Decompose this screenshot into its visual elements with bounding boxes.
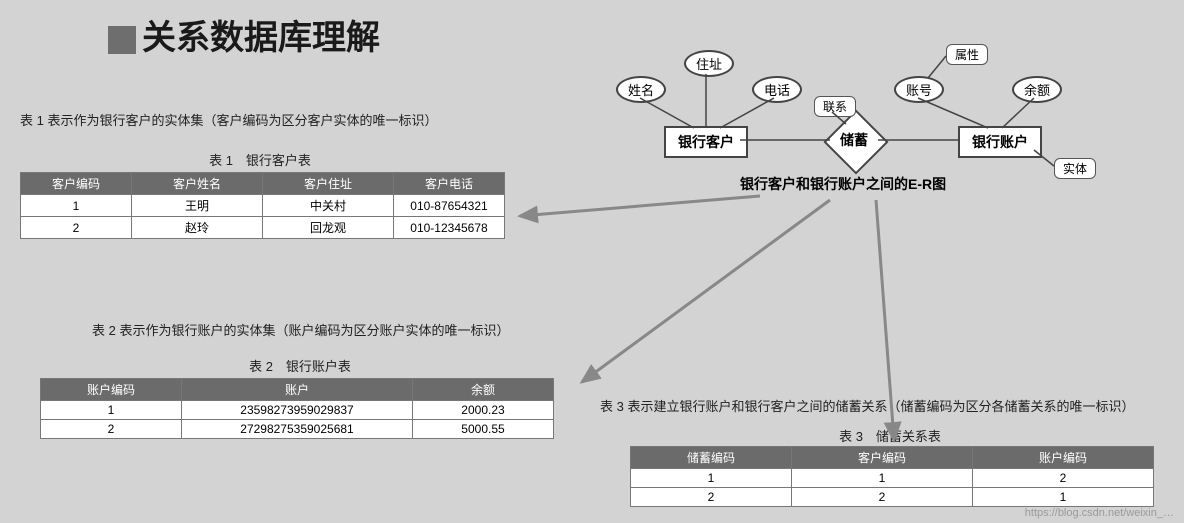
table-header: 客户住址 bbox=[263, 173, 394, 195]
table1: 客户编码客户姓名客户住址客户电话1王明中关村010-876543212赵玲回龙观… bbox=[20, 172, 505, 239]
table-header: 客户姓名 bbox=[132, 173, 263, 195]
title-bullet bbox=[108, 26, 136, 54]
table-cell: 1 bbox=[792, 469, 973, 488]
table-cell: 5000.55 bbox=[413, 420, 554, 439]
table2-caption: 表 2 银行账户表 bbox=[40, 356, 560, 375]
table-row: 2赵玲回龙观010-12345678 bbox=[21, 217, 505, 239]
table-row: 112 bbox=[631, 469, 1154, 488]
page-title: 关系数据库理解 bbox=[108, 10, 380, 59]
table-cell: 2 bbox=[21, 217, 132, 239]
table-header: 账户编码 bbox=[973, 447, 1154, 469]
er-entity-account: 银行账户 bbox=[958, 126, 1042, 158]
table-cell: 回龙观 bbox=[263, 217, 394, 239]
table1-caption: 表 1 银行客户表 bbox=[20, 150, 500, 169]
table-cell: 赵玲 bbox=[132, 217, 263, 239]
table-cell: 010-87654321 bbox=[394, 195, 505, 217]
table1-desc: 表 1 表示作为银行客户的实体集（客户编码为区分客户实体的唯一标识） bbox=[20, 110, 437, 129]
table-cell: 2 bbox=[41, 420, 182, 439]
table-row: 2272982753590256815000.55 bbox=[41, 420, 554, 439]
er-label-attr: 属性 bbox=[946, 44, 988, 65]
er-relationship: 储蓄 bbox=[824, 120, 884, 160]
table3-caption: 表 3 储蓄关系表 bbox=[630, 426, 1150, 445]
table-row: 1235982739590298372000.23 bbox=[41, 401, 554, 420]
table-header: 储蓄编码 bbox=[631, 447, 792, 469]
table-header: 账户编码 bbox=[41, 379, 182, 401]
er-label-rel: 联系 bbox=[814, 96, 856, 117]
table-cell: 2 bbox=[631, 488, 792, 507]
er-attr-addr: 住址 bbox=[684, 50, 734, 77]
table-cell: 2 bbox=[792, 488, 973, 507]
er-label-ent: 实体 bbox=[1054, 158, 1096, 179]
er-attr-name: 姓名 bbox=[616, 76, 666, 103]
table-cell: 27298275359025681 bbox=[182, 420, 413, 439]
table-row: 1王明中关村010-87654321 bbox=[21, 195, 505, 217]
table-header: 客户电话 bbox=[394, 173, 505, 195]
table-header: 余额 bbox=[413, 379, 554, 401]
table-cell: 1 bbox=[41, 401, 182, 420]
er-caption: 银行客户和银行账户之间的E-R图 bbox=[740, 174, 946, 194]
table2-desc: 表 2 表示作为银行账户的实体集（账户编码为区分账户实体的唯一标识） bbox=[92, 320, 509, 339]
table-cell: 1 bbox=[973, 488, 1154, 507]
er-attr-phone: 电话 bbox=[752, 76, 802, 103]
er-attr-acct: 账号 bbox=[894, 76, 944, 103]
er-relationship-label: 储蓄 bbox=[824, 130, 884, 150]
table-cell: 010-12345678 bbox=[394, 217, 505, 239]
table3: 储蓄编码客户编码账户编码112221 bbox=[630, 446, 1154, 507]
title-text: 关系数据库理解 bbox=[142, 19, 380, 57]
table-row: 221 bbox=[631, 488, 1154, 507]
table-header: 客户编码 bbox=[792, 447, 973, 469]
table-cell: 1 bbox=[21, 195, 132, 217]
table-header: 客户编码 bbox=[21, 173, 132, 195]
table2: 账户编码账户余额1235982739590298372000.232272982… bbox=[40, 378, 554, 439]
table3-desc: 表 3 表示建立银行账户和银行客户之间的储蓄关系（储蓄编码为区分各储蓄关系的唯一… bbox=[600, 396, 1134, 415]
table-cell: 2 bbox=[973, 469, 1154, 488]
er-entity-customer: 银行客户 bbox=[664, 126, 748, 158]
table-cell: 2000.23 bbox=[413, 401, 554, 420]
table-cell: 1 bbox=[631, 469, 792, 488]
table-header: 账户 bbox=[182, 379, 413, 401]
watermark: https://blog.csdn.net/weixin_… bbox=[1025, 507, 1174, 519]
er-attr-balance: 余额 bbox=[1012, 76, 1062, 103]
table-cell: 23598273959029837 bbox=[182, 401, 413, 420]
table-cell: 王明 bbox=[132, 195, 263, 217]
table-cell: 中关村 bbox=[263, 195, 394, 217]
